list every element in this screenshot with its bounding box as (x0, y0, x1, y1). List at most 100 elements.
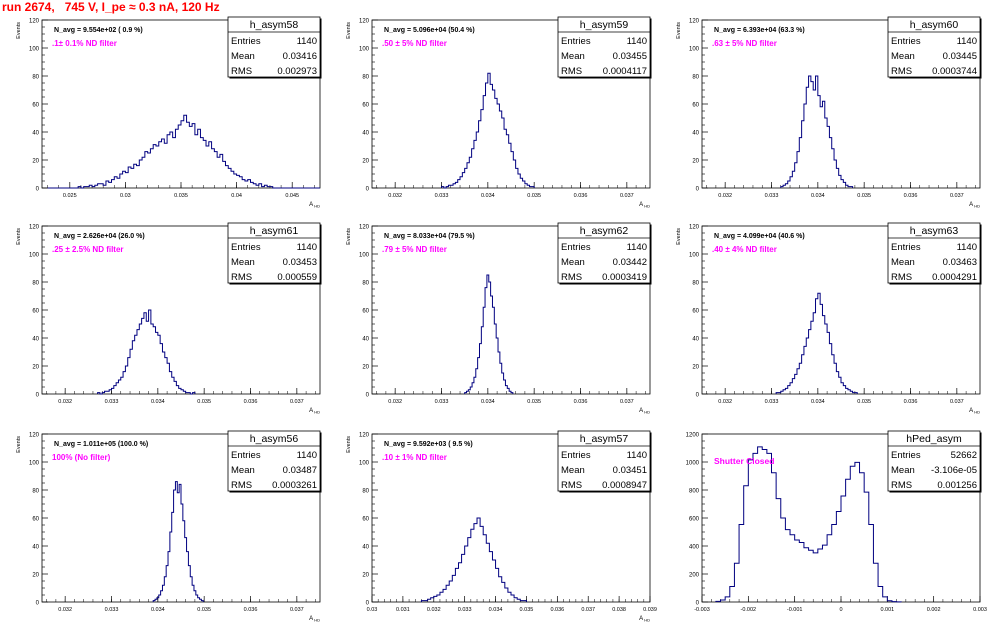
y-tick-label: 0 (36, 601, 40, 607)
stats-label-rms: RMS (891, 272, 912, 283)
stats-label-entries: Entries (231, 36, 261, 47)
histogram-name: h_asym58 (250, 19, 299, 31)
histogram-series (780, 75, 854, 188)
stats-value-mean: 0.03453 (283, 257, 317, 268)
y-tick-label: 60 (692, 309, 699, 315)
x-tick-label: 0.036 (244, 607, 258, 613)
filter-label: .50 ± 5% ND filter (382, 39, 447, 48)
stats-value-rms: 0.0003419 (602, 272, 647, 283)
x-tick-label: 0.003 (973, 607, 987, 613)
x-tick-label: 0.035 (174, 193, 188, 199)
histogram-name: h_asym60 (910, 19, 959, 31)
filter-label: .1± 0.1% ND filter (52, 39, 117, 48)
histogram-panel-hPed_asym: 0 200 400 600 800 1000 1200 -0.003 -0.002 -0.001 0… (686, 430, 987, 613)
y-tick-label: 40 (32, 545, 39, 551)
y-tick-label: 40 (692, 337, 699, 343)
y-tick-label: 100 (359, 253, 370, 259)
x-axis-title: A HD (309, 616, 320, 622)
x-tick-label: 0.001 (880, 607, 894, 613)
histogram-series (152, 481, 204, 602)
y-tick-label: 40 (362, 545, 369, 551)
stats-value-entries: 52662 (951, 450, 977, 461)
histogram-series (47, 114, 320, 189)
stats-label-entries: Entries (891, 450, 921, 461)
x-tick-label: 0.038 (612, 607, 626, 613)
y-tick-label: 100 (689, 253, 700, 259)
x-tick-label: 0.032 (388, 193, 402, 199)
y-tick-label: 80 (32, 489, 39, 495)
stats-value-mean: 0.03416 (283, 51, 317, 62)
histogram-panel-h_asym56: 0 20 40 60 80 100 120 0.032 0.033 0.034 0.035 0.036… (16, 430, 322, 622)
stats-label-rms: RMS (891, 480, 912, 491)
navg-label: N_avg = 5.096e+04 (50.4 %) (384, 27, 475, 34)
stats-label-rms: RMS (231, 66, 252, 77)
navg-label: N_avg = 9.554e+02 ( 0.9 %) (54, 27, 143, 34)
y-tick-label: 100 (29, 47, 40, 53)
y-tick-label: 20 (362, 573, 369, 579)
stats-value-entries: 1140 (957, 36, 977, 47)
y-tick-label: 0 (366, 601, 370, 607)
stats-value-mean: 0.03451 (613, 465, 647, 476)
x-tick-label: 0.031 (396, 607, 410, 613)
x-tick-label: 0.037 (620, 193, 634, 199)
y-tick-label: 120 (689, 225, 700, 231)
histogram-name: h_asym56 (250, 433, 299, 445)
stats-label-entries: Entries (561, 450, 591, 461)
histogram-panel-h_asym62: 0 20 40 60 80 100 120 0.032 0.033 0.034 0.035 0.036… (346, 222, 652, 415)
x-tick-label: 0.032 (718, 399, 732, 405)
x-tick-label: 0.037 (290, 399, 304, 405)
stats-label-entries: Entries (561, 242, 591, 253)
x-axis-title: A HD (639, 616, 650, 622)
x-tick-label: 0.045 (285, 193, 299, 199)
stats-label-rms: RMS (561, 66, 582, 77)
x-axis-title: A HD (639, 408, 650, 415)
y-tick-label: 40 (32, 337, 39, 343)
histogram-panel-h_asym60: 0 20 40 60 80 100 120 0.032 0.033 0.034 0.035 0.036… (676, 16, 982, 209)
y-tick-label: 20 (692, 159, 699, 165)
x-tick-label: 0.04 (231, 193, 242, 199)
shutter-annotation: Shutter Closed (714, 456, 774, 466)
stats-label-rms: RMS (891, 66, 912, 77)
stats-label-rms: RMS (231, 272, 252, 283)
filter-label: 100% (No filter) (52, 453, 111, 462)
y-tick-label: 0 (36, 393, 40, 399)
stats-label-rms: RMS (561, 272, 582, 283)
histogram-name: hPed_asym (906, 433, 962, 445)
filter-label: .25 ± 2.5% ND filter (52, 245, 124, 254)
histogram-name: h_asym61 (250, 225, 299, 237)
y-tick-label: 20 (362, 365, 369, 371)
stats-value-entries: 1140 (297, 242, 317, 253)
y-tick-label: 0 (36, 187, 40, 193)
y-tick-label: 120 (29, 225, 40, 231)
stats-box (227, 16, 321, 78)
y-tick-label: 120 (689, 19, 700, 25)
stats-box (557, 430, 651, 492)
histogram-series (775, 292, 858, 394)
stats-label-entries: Entries (891, 36, 921, 47)
x-tick-label: 0 (839, 607, 842, 613)
stats-label-mean: Mean (891, 465, 915, 476)
y-tick-label: 100 (359, 47, 370, 53)
histogram-series (420, 517, 527, 602)
stats-value-entries: 1140 (957, 242, 977, 253)
y-tick-label: 40 (32, 131, 39, 137)
x-tick-label: 0.034 (151, 607, 165, 613)
stats-box (227, 430, 321, 492)
stats-value-mean: 0.03442 (613, 257, 647, 268)
stats-value-entries: 1140 (627, 242, 647, 253)
y-tick-label: 100 (29, 253, 40, 259)
navg-label: N_avg = 9.592e+03 ( 9.5 %) (384, 441, 473, 448)
navg-label: N_avg = 6.393e+04 (63.3 %) (714, 27, 805, 34)
y-axis-title: Events (16, 228, 22, 245)
x-tick-label: 0.037 (950, 193, 964, 199)
y-axis-title: Events (346, 22, 352, 39)
run-title: run 2674, 745 V, I_pe ≈ 0.3 nA, 120 Hz (2, 0, 220, 14)
filter-label: .40 ± 4% ND filter (712, 245, 777, 254)
x-tick-label: 0.032 (718, 193, 732, 199)
stats-value-rms: 0.002973 (277, 66, 317, 77)
navg-label: N_avg = 1.011e+05 (100.0 %) (54, 441, 148, 448)
stats-value-entries: 1140 (627, 36, 647, 47)
y-tick-label: 20 (32, 573, 39, 579)
y-tick-label: 80 (692, 281, 699, 287)
x-tick-label: 0.034 (811, 193, 825, 199)
